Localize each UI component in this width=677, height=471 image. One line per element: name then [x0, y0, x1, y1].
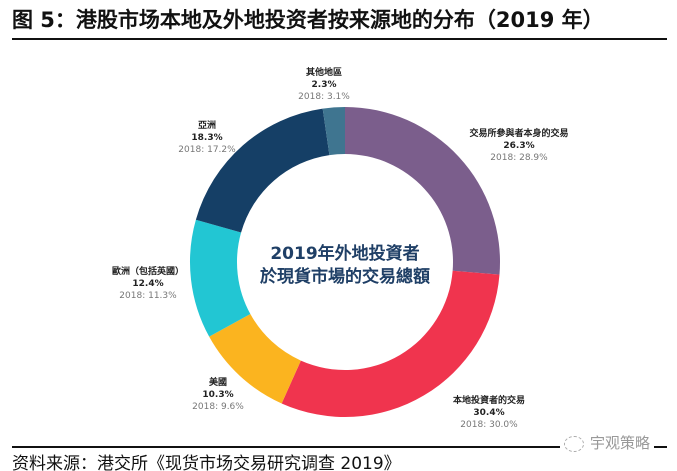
- slice-prior: 2018: 28.9%: [490, 153, 548, 163]
- wechat-icon: [564, 435, 584, 452]
- slice-value: 26.3%: [503, 141, 535, 151]
- slice-label: 歐洲（包括英國） 12.4% 2018: 11.3%: [112, 266, 184, 302]
- slice-prior: 2018: 30.0%: [460, 420, 518, 430]
- source-note: 资料来源：港交所《现货市场交易研究调查 2019》: [12, 454, 401, 471]
- figure-title: 图 5：港股市场本地及外地投资者按来源地的分布（2019 年）: [12, 8, 604, 32]
- slice-name: 其他地區: [305, 68, 343, 78]
- donut-slice: [345, 107, 500, 275]
- donut-slice: [209, 314, 301, 404]
- slice-name: 交易所參與者本身的交易: [469, 129, 569, 139]
- slice-prior: 2018: 9.6%: [192, 402, 244, 412]
- slice-label: 美國 10.3% 2018: 9.6%: [192, 377, 244, 413]
- center-label: 2019年外地投資者 於現貨市場的交易總額: [260, 243, 430, 289]
- slice-value: 30.4%: [473, 408, 505, 418]
- slice-label: 其他地區 2.3% 2018: 3.1%: [298, 67, 350, 103]
- slice-prior: 2018: 17.2%: [178, 145, 236, 155]
- donut-slice: [189, 219, 251, 337]
- slice-value: 2.3%: [311, 80, 337, 90]
- slice-prior: 2018: 11.3%: [119, 291, 177, 301]
- donut-slice: [322, 107, 345, 156]
- watermark-text: 宇观策略: [590, 434, 651, 452]
- center-label-line: 於現貨市場的交易總額: [260, 267, 430, 287]
- slice-label: 本地投資者的交易 30.4% 2018: 30.0%: [453, 395, 525, 431]
- donut-slice: [195, 108, 330, 233]
- center-label-line: 2019年外地投資者: [270, 244, 420, 264]
- slice-value: 18.3%: [191, 133, 223, 143]
- slice-prior: 2018: 3.1%: [298, 92, 350, 102]
- slice-name: 本地投資者的交易: [452, 396, 526, 406]
- slice-label: 亞洲 18.3% 2018: 17.2%: [178, 120, 235, 156]
- watermark: 宇观策略: [560, 432, 655, 453]
- bottom-rule: [12, 446, 667, 448]
- slice-value: 10.3%: [202, 390, 234, 400]
- slice-name: 歐洲（包括英國）: [111, 267, 185, 277]
- slice-name: 美國: [208, 378, 228, 388]
- slice-name: 亞洲: [197, 121, 217, 131]
- donut-slice: [281, 270, 500, 417]
- slice-label: 交易所參與者本身的交易 26.3% 2018: 28.9%: [469, 128, 568, 164]
- top-rule: [12, 38, 667, 40]
- slice-value: 12.4%: [132, 279, 164, 289]
